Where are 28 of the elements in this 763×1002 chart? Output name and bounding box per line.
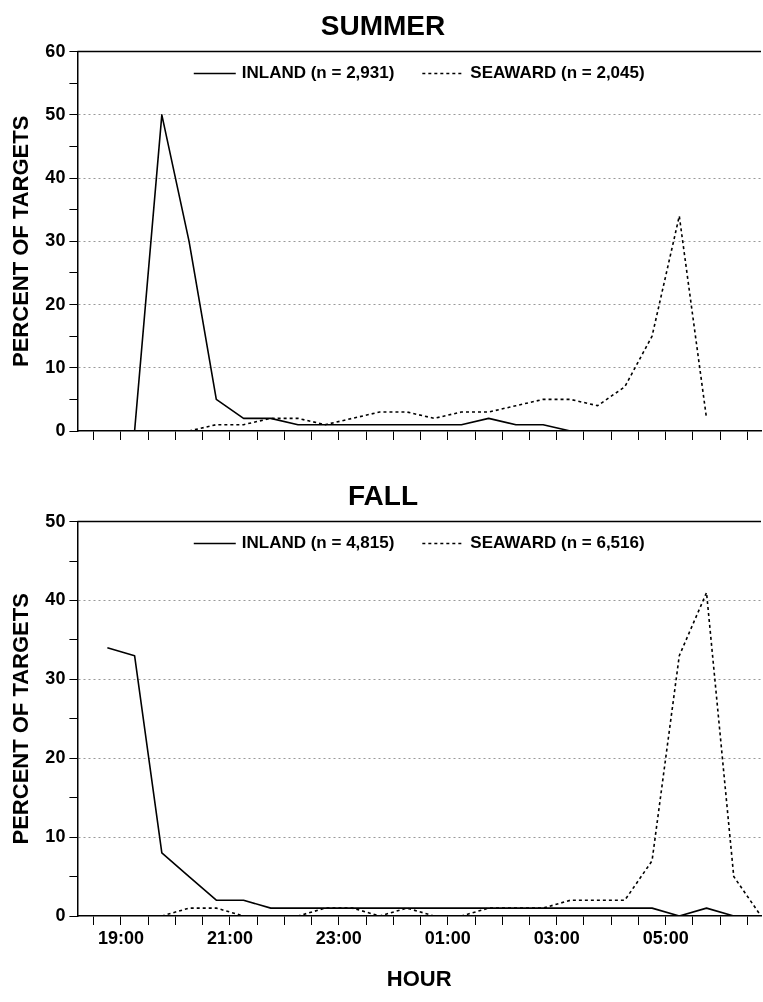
y-axis-title: PERCENT OF TARGETS <box>8 593 34 845</box>
x-tick-label: 23:00 <box>315 927 362 948</box>
legend-label: SEAWARD (n = 6,516) <box>470 533 645 553</box>
y-tick-label: 0 <box>55 904 66 925</box>
x-tick-label: 03:00 <box>533 927 580 948</box>
x-tick-label: 01:00 <box>424 927 471 948</box>
chart-title: FALL <box>348 479 418 511</box>
y-tick-label: 50 <box>45 103 66 124</box>
y-tick-label: 10 <box>45 356 66 377</box>
y-tick-label: 40 <box>45 589 66 610</box>
legend-label: INLAND (n = 4,815) <box>241 533 395 553</box>
y-tick-label: 40 <box>45 167 66 188</box>
legend-label: INLAND (n = 2,931) <box>241 63 395 83</box>
legend-label: SEAWARD (n = 2,045) <box>470 63 645 83</box>
y-tick-label: 0 <box>55 419 66 440</box>
y-axis-title: PERCENT OF TARGETS <box>8 115 34 367</box>
x-axis-title: HOUR <box>386 965 452 991</box>
y-tick-label: 30 <box>45 230 66 251</box>
y-tick-label: 10 <box>45 826 66 847</box>
chart-title: SUMMER <box>320 9 446 41</box>
y-tick-label: 50 <box>45 510 66 531</box>
y-tick-label: 20 <box>45 747 66 768</box>
y-tick-label: 20 <box>45 293 66 314</box>
x-tick-label: 21:00 <box>206 927 253 948</box>
y-tick-label: 60 <box>45 40 66 61</box>
y-tick-label: 30 <box>45 668 66 689</box>
x-tick-label: 05:00 <box>642 927 689 948</box>
x-tick-label: 19:00 <box>97 927 144 948</box>
